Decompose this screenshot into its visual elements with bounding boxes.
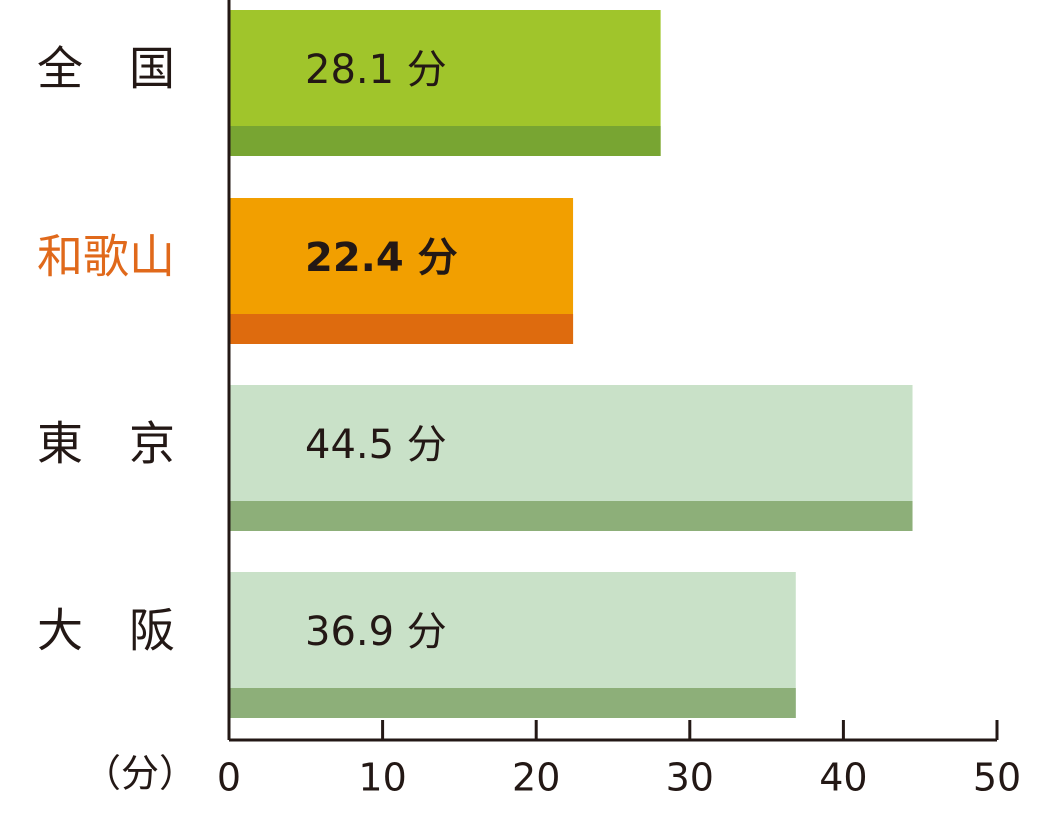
bar-shade	[229, 126, 661, 156]
x-tick-label: 10	[358, 756, 406, 800]
category-label: 全 国	[37, 42, 175, 96]
x-axis-label: （分）	[83, 752, 197, 796]
value-label: 44.5 分	[305, 422, 447, 468]
category-label: 東 京	[37, 417, 175, 471]
bar-shade	[229, 688, 796, 718]
value-label: 28.1 分	[305, 47, 447, 93]
x-tick-label: 0	[217, 756, 241, 800]
category-label: 和歌山	[37, 230, 175, 284]
value-label: 36.9 分	[305, 609, 447, 655]
bar-shade	[229, 501, 913, 531]
bar-shade	[229, 314, 574, 344]
x-tick-label: 20	[512, 756, 560, 800]
x-tick-label: 30	[666, 756, 714, 800]
x-tick-label: 40	[819, 756, 867, 800]
category-label: 大 阪	[37, 604, 175, 658]
value-label: 22.4 分	[305, 235, 458, 281]
x-tick-label: 50	[973, 756, 1021, 800]
